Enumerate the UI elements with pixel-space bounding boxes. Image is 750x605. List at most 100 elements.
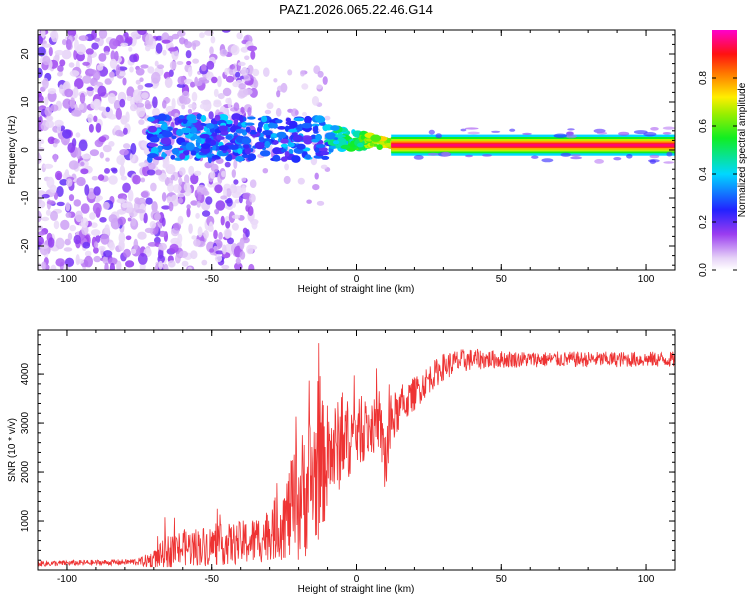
spectrogram-noise-cell — [204, 30, 214, 36]
spectrogram-noise-cell — [169, 61, 177, 70]
spectrogram-signal-cell — [207, 155, 212, 164]
spectrogram-noise-cell — [428, 129, 435, 135]
spectrogram-noise-cell — [45, 209, 51, 216]
spectrogram-noise-cell — [59, 179, 69, 186]
spectrogram-signal-cell — [280, 143, 288, 148]
spectrogram-noise-cell — [236, 32, 243, 40]
spectrogram-noise-cell — [275, 107, 282, 117]
spectrogram-noise-cell — [68, 194, 75, 202]
spectrogram-signal-cell — [158, 120, 165, 125]
spectrogram-noise-cell — [144, 227, 154, 234]
spectrogram-noise-cell — [172, 184, 182, 193]
spectrogram-noise-cell — [62, 39, 67, 46]
spectrogram-signal-cell — [212, 155, 220, 159]
spectrogram-signal-cell — [195, 139, 202, 143]
spectrogram-noise-cell — [225, 188, 232, 198]
spectrogram-noise-cell — [253, 79, 259, 89]
spectrogram-signal-cell — [254, 141, 265, 150]
spectrogram-noise-cell — [162, 157, 170, 168]
spectrogram-noise-cell — [244, 80, 254, 86]
spectrogram-noise-cell — [249, 179, 257, 188]
colorbar-tick-label: 0.0 — [698, 263, 709, 277]
spectrogram-noise-cell — [143, 212, 148, 224]
snr-background — [38, 330, 675, 570]
spectrogram-noise-cell — [108, 114, 117, 120]
spectrogram-noise-cell — [138, 162, 148, 168]
spectrogram-noise-cell — [67, 142, 76, 153]
spectrogram-noise-cell — [182, 97, 191, 105]
spectrogram-noise-cell — [241, 177, 247, 182]
spectrogram-signal-cell — [334, 134, 346, 138]
spectrogram-signal-cell — [280, 156, 288, 162]
spectrogram-noise-cell — [176, 30, 186, 37]
y-tick-label: -10 — [20, 190, 31, 205]
spectrogram-noise-cell — [39, 244, 49, 249]
spectrogram-noise-cell — [94, 241, 99, 249]
spectrogram-noise-cell — [130, 104, 138, 112]
spectrogram-noise-cell — [55, 258, 65, 267]
spectrogram-noise-cell — [427, 152, 439, 156]
spectrogram-noise-cell — [89, 149, 99, 157]
spectrogram-noise-cell — [560, 152, 572, 157]
spectrogram-noise-cell — [92, 202, 102, 215]
spectrogram-signal-cell — [209, 127, 215, 133]
spectrogram-signal-cell — [284, 151, 290, 157]
spectrogram-noise-cell — [187, 266, 193, 270]
spectrogram-noise-cell — [123, 248, 131, 258]
spectrogram-signal-cell — [276, 131, 287, 139]
spectrogram-noise-cell — [252, 68, 260, 77]
spectrogram-noise-cell — [237, 61, 246, 67]
spectrogram-noise-cell — [90, 229, 101, 236]
spectrogram-noise-cell — [155, 169, 163, 176]
y-tick-label: -20 — [20, 238, 31, 253]
spectrogram-signal-cell — [185, 142, 195, 151]
spectrogram-noise-cell — [209, 170, 216, 179]
spectrogram-signal-cell — [237, 148, 243, 155]
spectrogram-signal-cell — [218, 125, 228, 132]
spectrogram-noise-cell — [59, 59, 66, 67]
spectrogram-signal-cell — [216, 134, 222, 141]
spectrogram-noise-cell — [185, 50, 192, 59]
spectrogram-noise-cell — [188, 223, 193, 234]
spectrogram-noise-cell — [178, 167, 186, 176]
spectrogram-noise-cell — [441, 151, 451, 156]
spectrogram-noise-cell — [662, 132, 672, 135]
spectrogram-noise-cell — [188, 165, 195, 176]
spectrogram-signal-cell — [288, 148, 294, 155]
spectrogram-noise-cell — [129, 152, 136, 163]
spectrogram-noise-cell — [648, 159, 660, 163]
spectrogram-noise-cell — [197, 191, 202, 201]
spectrogram-noise-cell — [294, 109, 299, 116]
spectrogram-noise-cell — [135, 102, 145, 108]
spectrogram-noise-cell — [141, 92, 149, 99]
colorbar-ticks: 0.0 0.2 0.4 0.6 0.8 — [698, 71, 737, 277]
spectrogram-noise-cell — [247, 64, 254, 75]
spectrogram-noise-cell — [74, 39, 79, 52]
spectrogram-noise-cell — [117, 209, 124, 215]
spectrogram-noise-cell — [53, 138, 60, 144]
spectrogram-noise-cell — [54, 119, 64, 127]
spectrogram-signal-cell — [245, 126, 251, 133]
spectrogram-noise-cell — [51, 30, 59, 43]
spectrogram-noise-cell — [190, 250, 198, 260]
spectrogram-signal-cell — [291, 155, 301, 163]
spectrogram-noise-cell — [75, 254, 80, 266]
spectrogram-noise-cell — [167, 111, 176, 116]
spectrogram-noise-cell — [205, 196, 213, 205]
spectrogram-noise-cell — [230, 44, 240, 56]
spectrogram-signal-cell — [311, 123, 320, 127]
spectrogram-signal-cell — [280, 148, 287, 153]
spectrogram-signal-cell — [171, 135, 177, 140]
spectrogram-noise-cell — [225, 97, 231, 104]
spectrogram-noise-cell — [145, 44, 151, 52]
spectrogram-noise-cell — [162, 49, 167, 56]
spectrogram-noise-cell — [76, 176, 86, 187]
spectrogram-noise-cell — [168, 47, 178, 52]
spectrogram-noise-cell — [42, 55, 51, 66]
spectrogram-noise-cell — [195, 212, 200, 219]
spectrogram-noise-cell — [121, 202, 129, 208]
spectrogram-noise-cell — [98, 30, 108, 39]
spectrogram-noise-cell — [186, 207, 191, 218]
spectrogram-noise-cell — [251, 220, 258, 230]
